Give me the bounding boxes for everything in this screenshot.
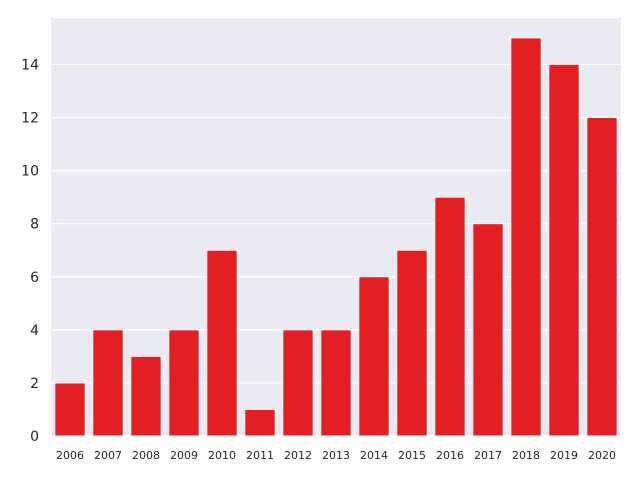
x-tick-label: 2006 xyxy=(56,449,84,462)
bar-2006 xyxy=(54,382,86,437)
bar-2016 xyxy=(434,196,466,437)
x-tick-label: 2008 xyxy=(132,449,160,462)
bar-2008 xyxy=(130,355,162,437)
y-tick-label: 6 xyxy=(30,270,39,286)
x-tick-label: 2017 xyxy=(474,449,502,462)
x-tick-label: 2010 xyxy=(208,449,236,462)
x-tick-label: 2015 xyxy=(398,449,426,462)
bar-2010 xyxy=(206,249,238,437)
bar-2019 xyxy=(548,63,580,437)
bar-2017 xyxy=(472,223,504,437)
x-tick-label: 2019 xyxy=(550,449,578,462)
bar-2015 xyxy=(396,249,428,437)
bar-2020 xyxy=(586,117,618,437)
y-tick-label: 2 xyxy=(30,376,39,392)
x-tick-label: 2016 xyxy=(436,449,464,462)
x-tick-label: 2013 xyxy=(322,449,350,462)
bar-2018 xyxy=(510,37,542,437)
bar-2007 xyxy=(92,329,124,437)
x-tick-label: 2018 xyxy=(512,449,540,462)
y-tick-label: 12 xyxy=(21,111,39,127)
y-axis-ticks: 0 2 4 6 8 10 12 14 xyxy=(21,57,39,445)
x-tick-label: 2012 xyxy=(284,449,312,462)
bar-2009 xyxy=(168,329,200,437)
bars xyxy=(54,37,618,437)
bar-2011 xyxy=(244,408,276,437)
bar-2012 xyxy=(282,329,314,437)
y-tick-label: 4 xyxy=(30,323,39,339)
x-tick-label: 2009 xyxy=(170,449,198,462)
y-tick-label: 8 xyxy=(30,217,39,233)
x-tick-label: 2014 xyxy=(360,449,388,462)
y-tick-label: 0 xyxy=(30,429,39,445)
x-tick-label: 2020 xyxy=(588,449,616,462)
x-tick-label: 2007 xyxy=(94,449,122,462)
bar-2014 xyxy=(358,276,390,437)
y-tick-label: 14 xyxy=(21,57,39,73)
x-tick-label: 2011 xyxy=(246,449,274,462)
bar-2013 xyxy=(320,329,352,437)
x-axis-ticks: 2006 2007 2008 2009 2010 2011 2012 2013 2014 2015… xyxy=(56,449,616,462)
y-tick-label: 10 xyxy=(21,164,39,180)
